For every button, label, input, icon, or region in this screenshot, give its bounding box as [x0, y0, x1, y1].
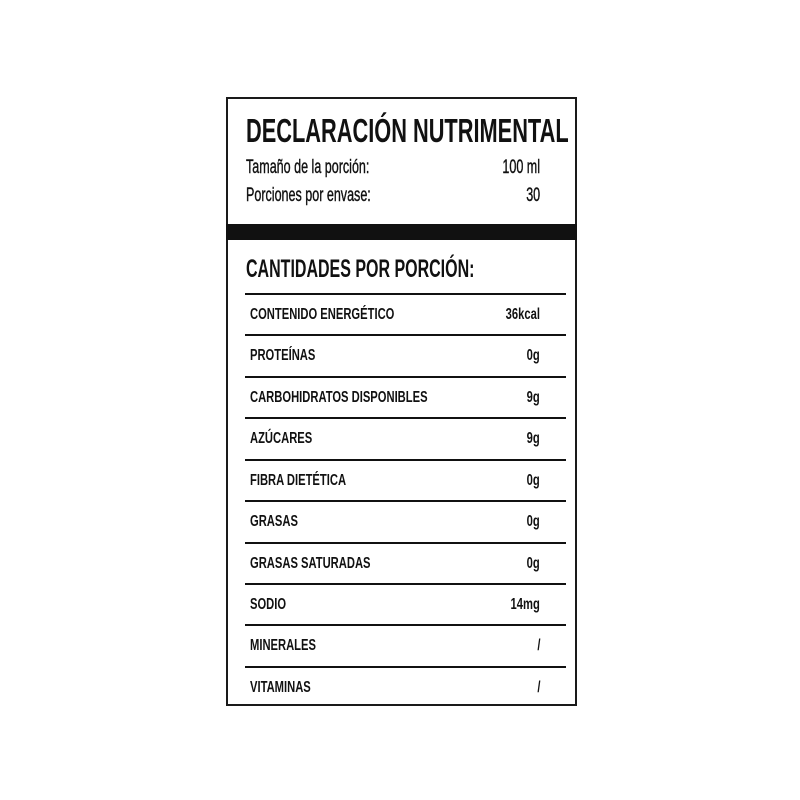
divider-bar	[226, 224, 577, 240]
row-divider	[245, 376, 566, 378]
nutrient-name: MINERALES	[250, 637, 316, 654]
serving-size-value: 100 ml	[502, 157, 540, 178]
nutrient-name: AZÚCARES	[250, 430, 313, 447]
servings-per-container-label: Porciones por envase:	[246, 185, 371, 206]
nutrient-value: 9g	[526, 430, 540, 447]
row-divider	[245, 459, 566, 461]
nutrient-value: 0g	[526, 555, 540, 572]
nutrient-value: 14mg	[510, 596, 540, 613]
servings-per-container-value: 30	[526, 185, 540, 206]
nutrient-value: 0g	[526, 513, 540, 530]
label-title: DECLARACIÓN NUTRIMENTAL	[246, 112, 569, 149]
nutrient-value: 0g	[526, 347, 540, 364]
nutrient-name: GRASAS	[250, 513, 298, 530]
nutrient-value: 9g	[526, 389, 540, 406]
nutrient-name: GRASAS SATURADAS	[250, 555, 371, 572]
row-divider	[245, 500, 566, 502]
nutrient-value: 0g	[526, 472, 540, 489]
nutrient-name: VITAMINAS	[250, 679, 311, 696]
nutrient-value: 36kcal	[505, 306, 540, 323]
row-divider	[245, 334, 566, 336]
row-divider	[245, 293, 566, 295]
row-divider	[245, 417, 566, 419]
row-divider	[245, 624, 566, 626]
nutrition-label-frame	[226, 97, 577, 706]
row-divider	[245, 542, 566, 544]
nutrient-name: SODIO	[250, 596, 287, 613]
nutrient-name: CONTENIDO ENERGÉTICO	[250, 306, 395, 323]
nutrient-name: PROTEÍNAS	[250, 347, 316, 364]
nutrient-value: /	[536, 637, 540, 654]
row-divider	[245, 666, 566, 668]
nutrient-name: FIBRA DIETÉTICA	[250, 472, 347, 489]
nutrient-value: /	[536, 679, 540, 696]
serving-size-label: Tamaño de la porción:	[246, 157, 370, 178]
row-divider	[245, 583, 566, 585]
nutrient-name: CARBOHIDRATOS DISPONIBLES	[250, 389, 428, 406]
section-heading: CANTIDADES POR PORCIÓN:	[246, 255, 475, 283]
